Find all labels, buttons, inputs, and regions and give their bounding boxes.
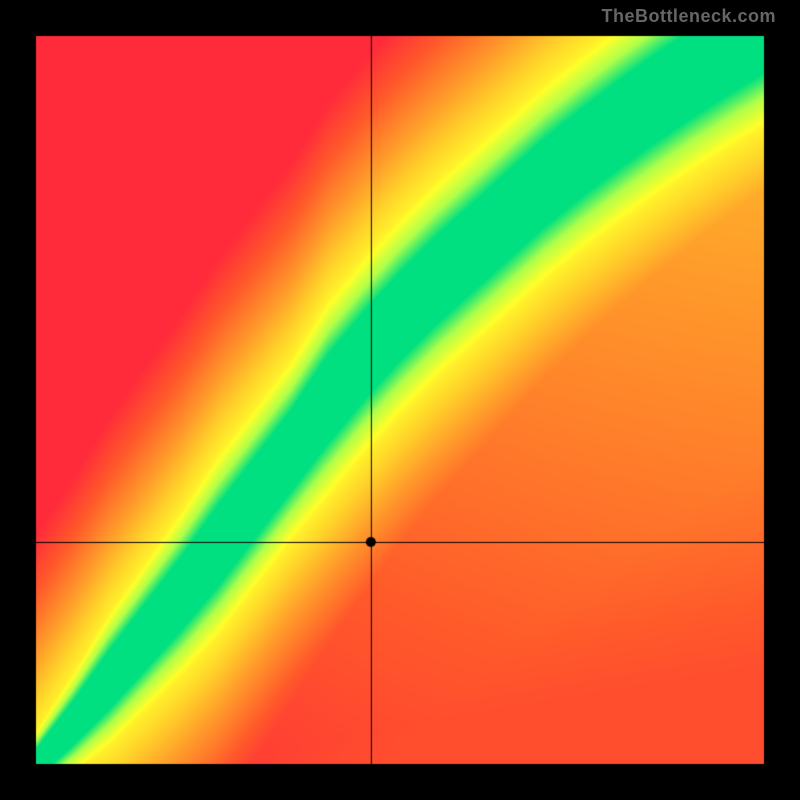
chart-container: TheBottleneck.com	[0, 0, 800, 800]
bottleneck-heatmap	[0, 0, 800, 800]
watermark-text: TheBottleneck.com	[601, 6, 776, 27]
